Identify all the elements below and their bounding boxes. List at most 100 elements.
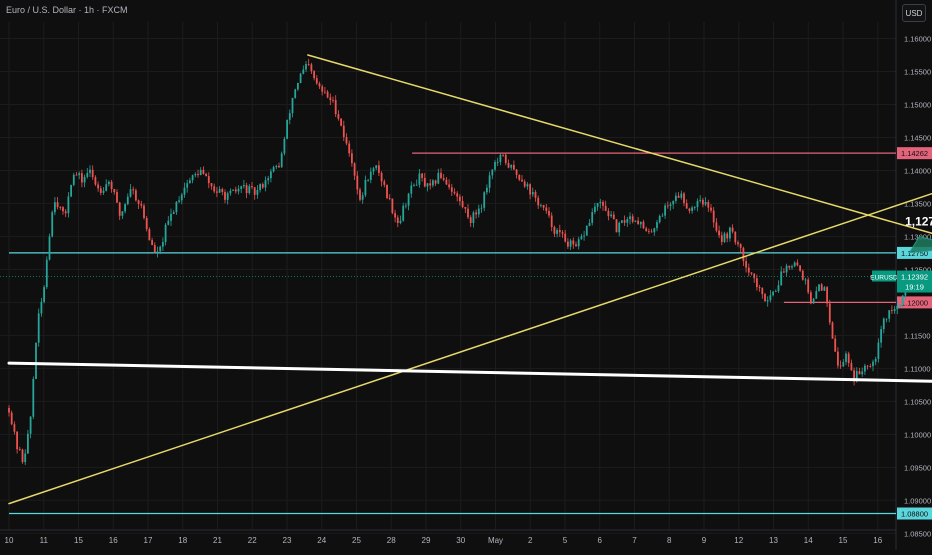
candle-body <box>858 371 861 375</box>
candle-body <box>113 189 116 193</box>
candle <box>126 193 129 206</box>
candle <box>259 183 261 193</box>
target-zone-marker <box>908 235 932 254</box>
candle <box>750 272 753 276</box>
candle-body <box>537 197 540 206</box>
candle <box>596 202 599 211</box>
candle <box>121 210 124 219</box>
candle <box>639 221 642 229</box>
candle-body <box>310 64 313 72</box>
candle <box>35 342 37 380</box>
candle <box>351 149 353 167</box>
x-tick-label: 11 <box>40 536 49 545</box>
candle <box>785 263 788 277</box>
candle <box>388 194 391 201</box>
candle-body <box>899 304 901 306</box>
candle <box>453 188 456 195</box>
candle-body <box>91 169 94 178</box>
candle <box>556 227 558 238</box>
candle-body <box>691 207 693 211</box>
candle <box>97 181 99 192</box>
candle <box>880 325 882 348</box>
x-tick-label: 15 <box>839 536 848 545</box>
candle-body <box>13 424 16 432</box>
candle <box>621 220 623 224</box>
candle-body <box>831 322 834 339</box>
candle <box>137 199 140 209</box>
candle <box>399 215 402 225</box>
currency-selector[interactable]: USD <box>902 4 926 22</box>
candle <box>561 229 564 238</box>
candle <box>812 297 815 304</box>
candle-body <box>143 205 145 219</box>
level-price-label: 1.12000 <box>901 298 928 307</box>
x-tick-label: 18 <box>178 536 187 545</box>
candle-body <box>97 184 99 189</box>
candle <box>693 206 696 211</box>
candle-body <box>202 169 205 174</box>
candle-body <box>494 162 496 170</box>
candle-body <box>442 177 445 180</box>
x-tick-label: 12 <box>734 536 743 545</box>
candle-body <box>507 162 510 168</box>
candle-body <box>710 207 712 211</box>
candle-body <box>596 203 599 207</box>
candle-body <box>297 82 299 90</box>
candle <box>253 186 256 200</box>
candle-body <box>210 183 213 187</box>
candle-body <box>623 220 626 223</box>
candle-body <box>720 235 723 243</box>
candle <box>491 169 494 180</box>
candle-body <box>27 433 29 454</box>
candle-body <box>172 212 175 214</box>
candle-body <box>594 206 596 213</box>
candle-body <box>207 176 210 184</box>
candle-body <box>445 179 448 185</box>
y-tick-label: 1.11500 <box>904 331 931 340</box>
candle-body <box>739 244 742 248</box>
candle <box>488 171 491 193</box>
candle-body <box>148 229 151 241</box>
candle <box>24 449 27 465</box>
candle-body <box>839 365 842 367</box>
candle <box>315 75 318 85</box>
candle-body <box>75 174 78 176</box>
candle-body <box>548 211 550 216</box>
candle <box>8 405 10 417</box>
candle-body <box>380 172 383 182</box>
candle <box>783 268 785 274</box>
candle <box>248 184 251 195</box>
candle <box>769 289 772 303</box>
candle-body <box>837 351 839 366</box>
candle <box>210 182 213 190</box>
candle <box>810 290 812 305</box>
candle <box>183 182 186 198</box>
candle-body <box>850 363 853 371</box>
candle <box>820 283 823 291</box>
candle-body <box>885 318 888 320</box>
candle-body <box>766 300 769 302</box>
candle <box>442 173 445 182</box>
candle-body <box>656 222 658 229</box>
candle <box>707 199 710 212</box>
candle-body <box>531 192 534 195</box>
candle-body <box>180 194 183 201</box>
candle-body <box>872 361 874 367</box>
candle-body <box>639 221 642 225</box>
candle-body <box>631 216 634 222</box>
candle-body <box>542 205 545 208</box>
candle <box>804 277 807 285</box>
candle <box>634 220 637 223</box>
x-tick-label: 2 <box>528 536 533 545</box>
candle <box>383 179 386 188</box>
candle-body <box>234 189 237 192</box>
candle-body <box>251 186 253 188</box>
candle <box>891 305 893 314</box>
candle <box>745 256 747 273</box>
candle-body <box>567 241 569 247</box>
candle <box>48 233 51 261</box>
candle-body <box>612 214 615 220</box>
candle-body <box>807 279 810 293</box>
